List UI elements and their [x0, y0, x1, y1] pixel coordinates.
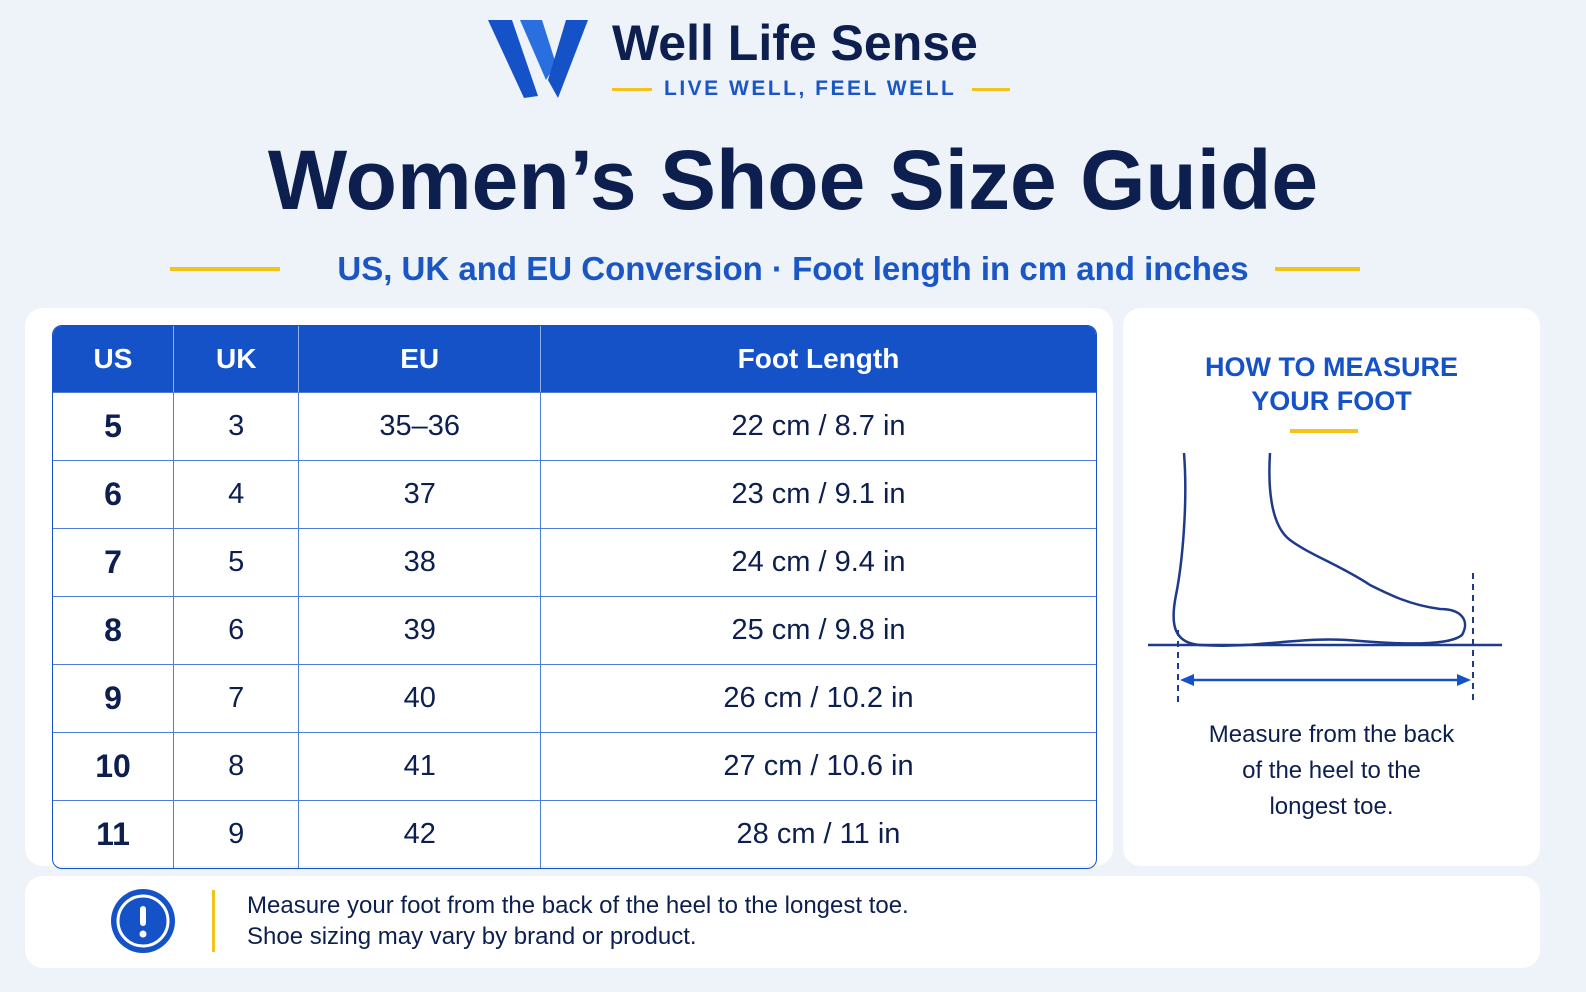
- subtitle: US, UK and EU Conversion · Foot length i…: [337, 250, 1249, 287]
- size-table: US UK EU Foot Length 5 3 35–36 22 cm / 8.7 in 6 4…: [52, 325, 1097, 869]
- table-row: 5 3 35–36 22 cm / 8.7 in: [53, 392, 1096, 460]
- table-cell: 37: [299, 460, 541, 528]
- table-cell: 23 cm / 9.1 in: [540, 460, 1096, 528]
- measure-caption: Measure from the back of the heel to the l…: [1123, 717, 1540, 825]
- table-cell: 38: [299, 528, 541, 596]
- text-line: Shoe sizing may vary by brand or product…: [247, 923, 697, 950]
- divider: [612, 88, 652, 91]
- table-cell: 42: [299, 800, 541, 868]
- divider: [972, 88, 1010, 91]
- table-cell: 6: [53, 460, 174, 528]
- table-cell: 6: [173, 596, 300, 664]
- text-line: YOUR FOOT: [1251, 386, 1412, 416]
- table-cell: 26 cm / 10.2 in: [540, 664, 1096, 732]
- table-cell: 24 cm / 9.4 in: [540, 528, 1096, 596]
- text-line: Measure your foot from the back of the h…: [247, 892, 909, 919]
- text-line: longest toe.: [1269, 793, 1394, 820]
- table-row: 9 7 40 26 cm / 10.2 in: [53, 664, 1096, 732]
- table-cell: 4: [173, 460, 300, 528]
- table-cell: 11: [53, 800, 174, 868]
- table-cell: 40: [299, 664, 541, 732]
- table-cell: 3: [173, 392, 300, 460]
- title: Women’s Shoe Size Guide: [267, 133, 1319, 227]
- table-cell: 9: [173, 800, 300, 868]
- table-cell: 25 cm / 9.8 in: [540, 596, 1096, 664]
- foot-diagram: [1148, 452, 1502, 705]
- table-cell: 9: [53, 664, 174, 732]
- table-row: 8 6 39 25 cm / 9.8 in: [53, 596, 1096, 664]
- table-cell: 28 cm / 11 in: [540, 800, 1096, 868]
- info-icon: [111, 889, 175, 953]
- table-cell: 10: [53, 732, 174, 800]
- table-cell: 27 cm / 10.6 in: [540, 732, 1096, 800]
- note: Measure your foot from the back of the h…: [247, 890, 909, 952]
- divider: [212, 890, 215, 952]
- table-cell: 8: [53, 596, 174, 664]
- table-cell: 7: [173, 664, 300, 732]
- column-header: UK: [173, 326, 300, 392]
- table-cell: 22 cm / 8.7 in: [540, 392, 1096, 460]
- note-card: [25, 876, 1540, 968]
- table-row: 10 8 41 27 cm / 10.6 in: [53, 732, 1096, 800]
- column-header: Foot Length: [540, 326, 1096, 392]
- logo: [488, 20, 588, 98]
- column-header: EU: [299, 326, 541, 392]
- divider: [1290, 429, 1358, 433]
- table-card: [25, 308, 1113, 866]
- column-header: US: [53, 326, 174, 392]
- table-cell: 41: [299, 732, 541, 800]
- table-row: 11 9 42 28 cm / 11 in: [53, 800, 1096, 868]
- text-line: HOW TO MEASURE: [1204, 352, 1458, 382]
- table-cell: 7: [53, 528, 174, 596]
- brand-name: Well Life Sense: [612, 15, 978, 71]
- divider: [170, 267, 280, 271]
- measure-card: [1123, 308, 1540, 866]
- measure-heading: HOW TO MEASURE YOUR FOOT: [1123, 350, 1540, 418]
- table-cell: 35–36: [299, 392, 541, 460]
- table-cell: 8: [173, 732, 300, 800]
- divider: [1275, 267, 1360, 271]
- table-row: 6 4 37 23 cm / 9.1 in: [53, 460, 1096, 528]
- text-line: of the heel to the: [1242, 757, 1421, 784]
- tagline: LIVE WELL, FEEL WELL: [664, 77, 957, 100]
- table-cell: 5: [53, 392, 174, 460]
- table-cell: 39: [299, 596, 541, 664]
- text-line: Measure from the back: [1208, 721, 1455, 748]
- table-row: 7 5 38 24 cm / 9.4 in: [53, 528, 1096, 596]
- table-cell: 5: [173, 528, 300, 596]
